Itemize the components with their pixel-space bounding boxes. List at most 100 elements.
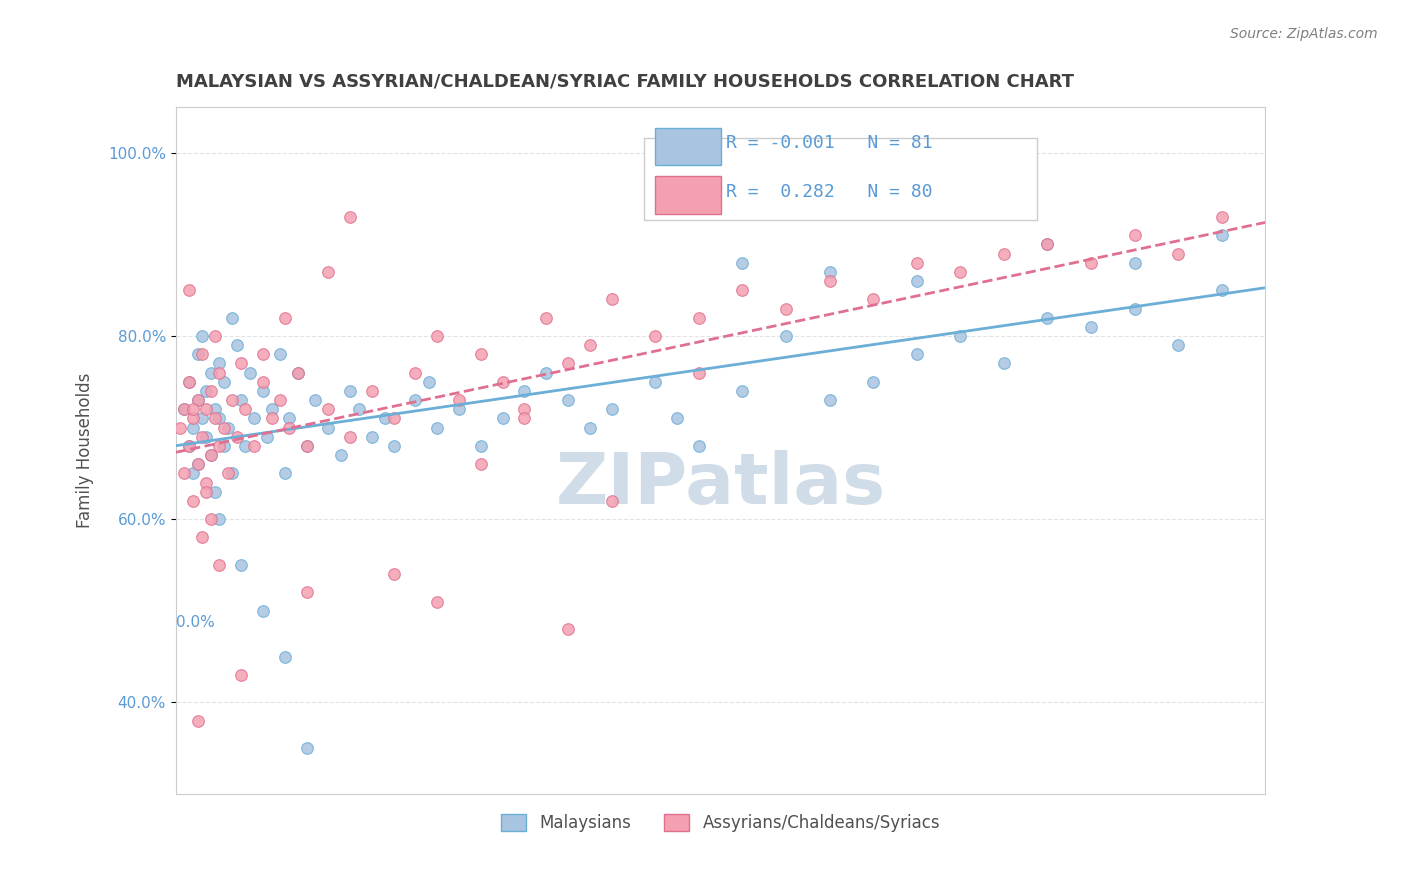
Point xyxy=(318,420,340,434)
Point xyxy=(557,393,579,408)
Point xyxy=(173,467,195,481)
Point xyxy=(905,256,928,270)
Point xyxy=(269,347,291,361)
Point xyxy=(177,439,200,453)
Point xyxy=(177,283,200,297)
Point xyxy=(1211,228,1233,243)
Point xyxy=(347,402,370,417)
Point xyxy=(688,310,710,325)
Point xyxy=(339,384,361,398)
Point xyxy=(252,347,274,361)
Point xyxy=(382,439,405,453)
Point xyxy=(1036,237,1059,252)
Point xyxy=(905,347,928,361)
Point xyxy=(862,375,884,389)
Point xyxy=(775,329,797,343)
Point xyxy=(818,265,841,279)
Point xyxy=(256,430,278,444)
Text: MALAYSIAN VS ASSYRIAN/CHALDEAN/SYRIAC FAMILY HOUSEHOLDS CORRELATION CHART: MALAYSIAN VS ASSYRIAN/CHALDEAN/SYRIAC FA… xyxy=(176,72,1074,90)
Point xyxy=(191,411,214,425)
Point xyxy=(1211,283,1233,297)
Point xyxy=(235,439,257,453)
Point xyxy=(186,457,209,471)
Point xyxy=(360,384,382,398)
Point xyxy=(513,384,536,398)
Point xyxy=(269,393,291,408)
Point xyxy=(1167,246,1189,260)
Point xyxy=(688,439,710,453)
Point xyxy=(731,256,754,270)
Text: Source: ZipAtlas.com: Source: ZipAtlas.com xyxy=(1230,27,1378,41)
Point xyxy=(239,366,262,380)
Point xyxy=(191,329,214,343)
Point xyxy=(418,375,440,389)
Point xyxy=(278,420,301,434)
Point xyxy=(212,439,235,453)
Point xyxy=(191,430,214,444)
Point xyxy=(186,347,209,361)
Point xyxy=(470,439,492,453)
Point xyxy=(212,375,235,389)
Text: R =  0.282   N = 80: R = 0.282 N = 80 xyxy=(725,183,932,201)
Text: 0.0%: 0.0% xyxy=(176,615,215,631)
Point xyxy=(181,493,204,508)
Point xyxy=(287,366,309,380)
Point xyxy=(195,430,218,444)
Point xyxy=(993,356,1015,370)
Point xyxy=(274,649,297,664)
Point xyxy=(470,347,492,361)
Point xyxy=(304,393,326,408)
FancyBboxPatch shape xyxy=(655,128,721,165)
Point xyxy=(186,393,209,408)
Point xyxy=(579,338,602,352)
Point xyxy=(169,420,191,434)
Point xyxy=(195,384,218,398)
Point xyxy=(191,347,214,361)
Point xyxy=(208,366,231,380)
Point xyxy=(1036,237,1059,252)
Point xyxy=(177,439,200,453)
Point xyxy=(426,329,449,343)
Point xyxy=(644,329,666,343)
Point xyxy=(278,411,301,425)
Point xyxy=(557,356,579,370)
Point xyxy=(204,402,226,417)
Point xyxy=(318,402,340,417)
Point xyxy=(252,375,274,389)
Point xyxy=(200,512,222,526)
Point xyxy=(225,430,247,444)
Point xyxy=(862,293,884,307)
Point xyxy=(1036,310,1059,325)
Point xyxy=(731,384,754,398)
Point xyxy=(217,420,239,434)
Point xyxy=(177,375,200,389)
Point xyxy=(374,411,396,425)
Point xyxy=(204,484,226,499)
Point xyxy=(217,467,239,481)
Point xyxy=(513,411,536,425)
Text: R = -0.001   N = 81: R = -0.001 N = 81 xyxy=(725,135,932,153)
Point xyxy=(666,411,689,425)
Point xyxy=(225,338,247,352)
Point xyxy=(204,329,226,343)
Point xyxy=(688,366,710,380)
Point xyxy=(330,448,353,462)
Point xyxy=(186,393,209,408)
Point xyxy=(221,393,243,408)
Point xyxy=(600,293,623,307)
Point xyxy=(447,402,470,417)
Point xyxy=(295,439,318,453)
Point xyxy=(208,356,231,370)
Text: ZIPatlas: ZIPatlas xyxy=(555,450,886,519)
Point xyxy=(208,512,231,526)
Point xyxy=(186,714,209,728)
Point xyxy=(235,402,257,417)
Point xyxy=(949,329,972,343)
Point xyxy=(426,594,449,608)
Point xyxy=(287,366,309,380)
Point xyxy=(195,475,218,490)
Point xyxy=(470,457,492,471)
Point xyxy=(818,274,841,288)
Point xyxy=(231,668,253,682)
Point xyxy=(513,402,536,417)
